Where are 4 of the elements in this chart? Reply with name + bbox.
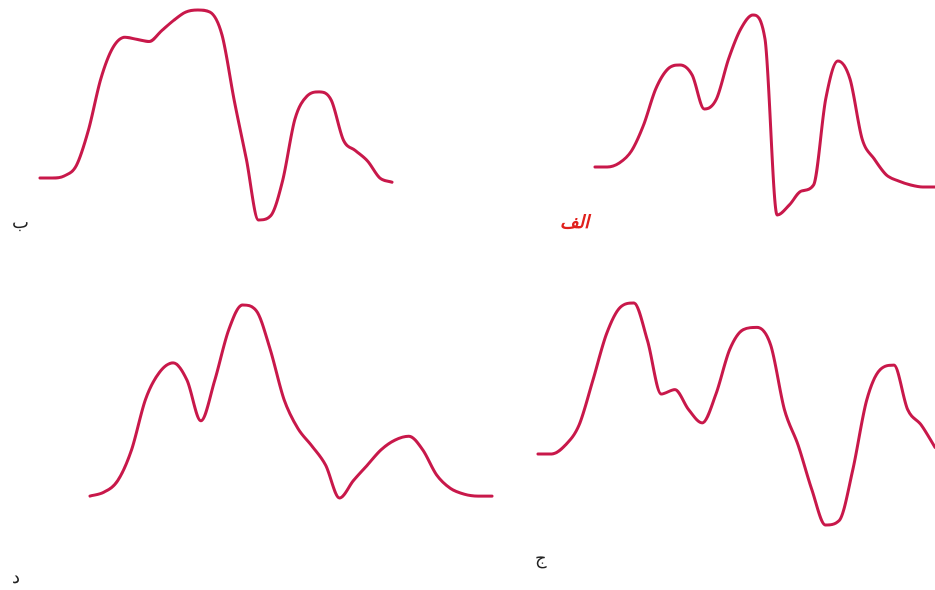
text: د bbox=[12, 567, 20, 588]
text: ج bbox=[535, 548, 547, 569]
text: ب bbox=[12, 212, 29, 233]
text: الف bbox=[560, 212, 590, 233]
